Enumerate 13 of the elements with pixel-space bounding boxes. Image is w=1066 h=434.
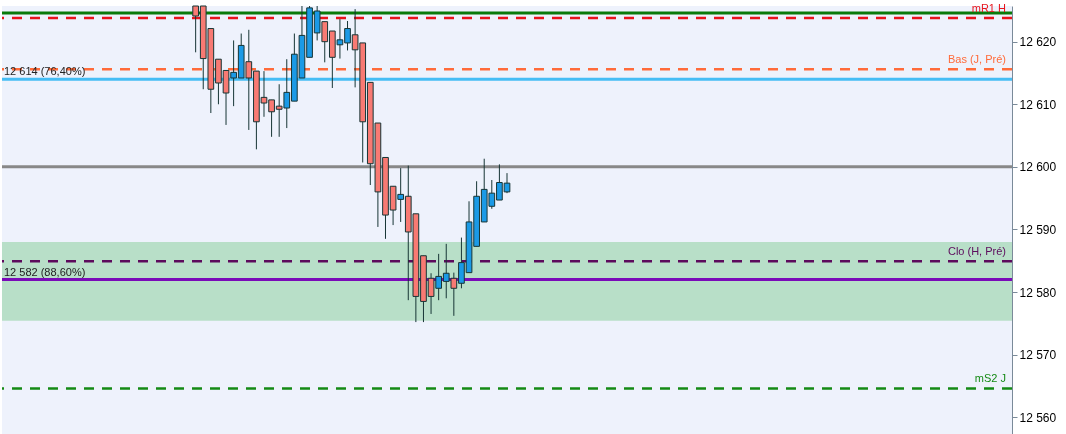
y-tick-label: 12 590	[1019, 222, 1057, 237]
y-tick-label: 12 580	[1019, 285, 1057, 300]
ref-line-label: 12 614 (76,40%)	[4, 65, 86, 78]
ref-line-label: Clo (H, Pré)	[947, 245, 1006, 258]
y-tick-label: 12 570	[1019, 348, 1057, 363]
ref-line-label: mR1 H	[971, 1, 1007, 14]
ref-line-label: Bas (J, Pré)	[947, 53, 1006, 66]
y-tick-label: 12 620	[1019, 35, 1057, 50]
ref-line-label: mS2 J	[974, 372, 1006, 385]
y-tick-label: 12 600	[1019, 160, 1057, 175]
y-tick-label: 12 610	[1019, 97, 1057, 112]
ref-line-label: 12 582 (88,60%)	[4, 265, 86, 278]
y-tick-label: 12 560	[1019, 410, 1057, 425]
